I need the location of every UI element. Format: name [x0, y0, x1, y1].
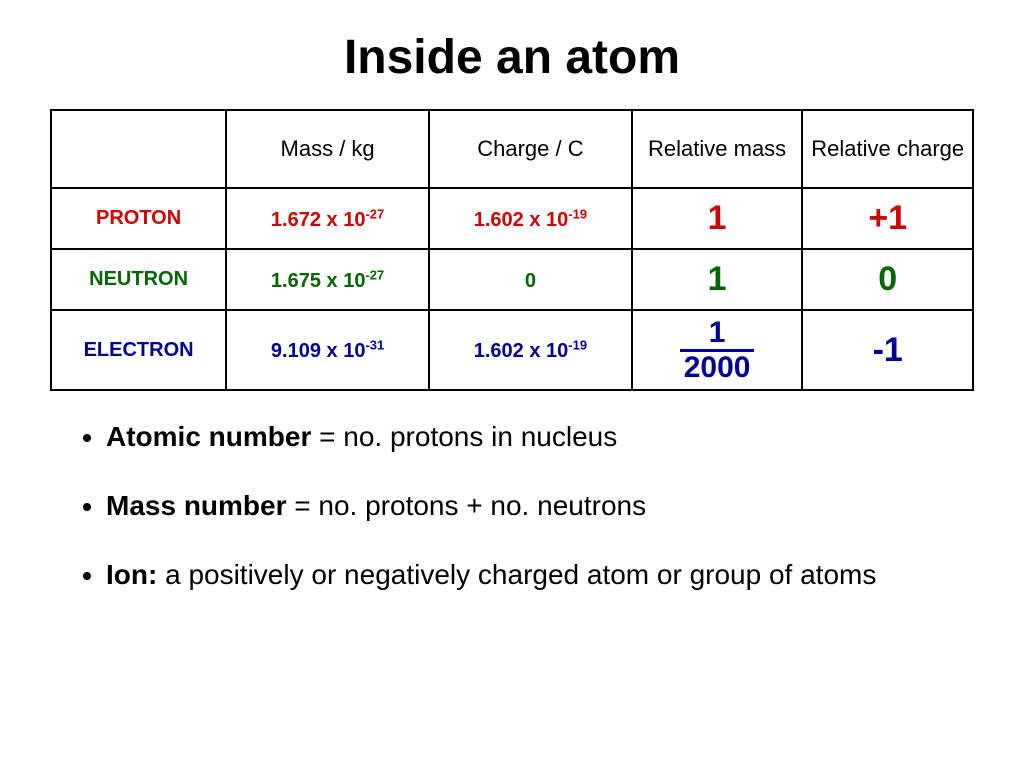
definition-term: Ion:: [106, 559, 157, 590]
electron-label: ELECTRON: [51, 310, 226, 390]
table-row-electron: ELECTRON 9.109 x 10-31 1.602 x 10-19 1 2…: [51, 310, 973, 390]
definitions-list: Atomic number = no. protons in nucleus M…: [50, 419, 974, 592]
particle-table: Mass / kg Charge / C Relative mass Relat…: [50, 109, 974, 391]
proton-mass: 1.672 x 10-27: [226, 188, 429, 249]
definition-text: a positively or negatively charged atom …: [157, 559, 876, 590]
header-blank: [51, 110, 226, 188]
electron-rel-charge: -1: [802, 310, 973, 390]
proton-rel-mass: 1: [632, 188, 803, 249]
definition-term: Atomic number: [106, 421, 311, 452]
neutron-rel-mass: 1: [632, 249, 803, 310]
definition-text: = no. protons + no. neutrons: [287, 490, 647, 521]
header-mass: Mass / kg: [226, 110, 429, 188]
neutron-charge: 0: [429, 249, 632, 310]
header-rel-charge: Relative charge: [802, 110, 973, 188]
electron-mass: 9.109 x 10-31: [226, 310, 429, 390]
proton-charge: 1.602 x 10-19: [429, 188, 632, 249]
list-item: Atomic number = no. protons in nucleus: [106, 419, 974, 454]
neutron-rel-charge: 0: [802, 249, 973, 310]
definition-term: Mass number: [106, 490, 287, 521]
proton-rel-charge: +1: [802, 188, 973, 249]
header-rel-mass: Relative mass: [632, 110, 803, 188]
neutron-mass: 1.675 x 10-27: [226, 249, 429, 310]
list-item: Ion: a positively or negatively charged …: [106, 557, 974, 592]
definition-text: = no. protons in nucleus: [311, 421, 617, 452]
neutron-label: NEUTRON: [51, 249, 226, 310]
table-header-row: Mass / kg Charge / C Relative mass Relat…: [51, 110, 973, 188]
table-row-proton: PROTON 1.672 x 10-27 1.602 x 10-19 1 +1: [51, 188, 973, 249]
header-charge: Charge / C: [429, 110, 632, 188]
table-row-neutron: NEUTRON 1.675 x 10-27 0 1 0: [51, 249, 973, 310]
electron-rel-mass: 1 2000: [632, 310, 803, 390]
electron-charge: 1.602 x 10-19: [429, 310, 632, 390]
proton-label: PROTON: [51, 188, 226, 249]
list-item: Mass number = no. protons + no. neutrons: [106, 488, 974, 523]
page-title: Inside an atom: [50, 30, 974, 85]
